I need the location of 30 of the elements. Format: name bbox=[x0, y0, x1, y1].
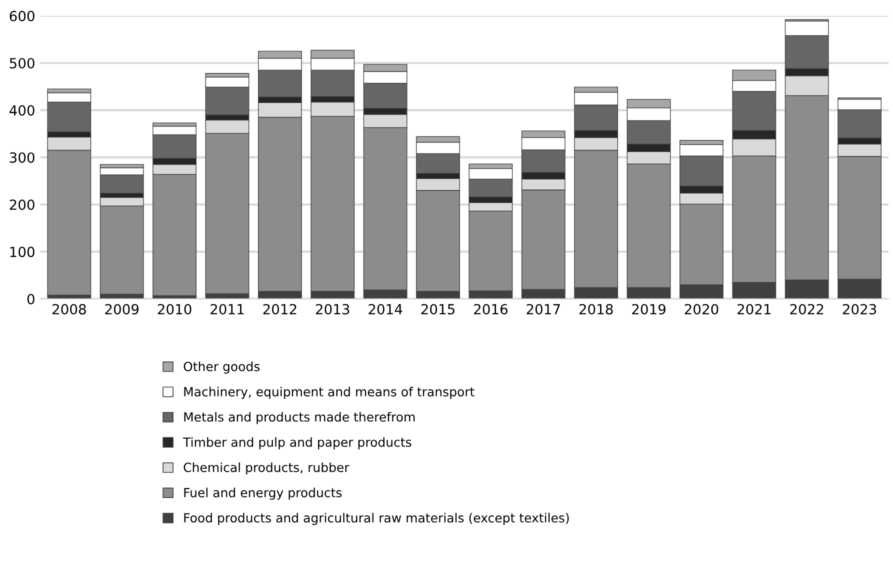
x-tick-label: 2013 bbox=[316, 304, 350, 314]
legend-label: Metals and products made therefrom bbox=[184, 412, 415, 424]
y-tick-label: 500 bbox=[10, 58, 34, 68]
y-tick-label: 300 bbox=[10, 152, 34, 163]
x-tick-label: 2022 bbox=[790, 304, 824, 314]
x-tick-label: 2023 bbox=[842, 304, 876, 314]
x-tick-label: 2012 bbox=[263, 304, 296, 314]
legend-label: Food products and agricultural raw materials (except textiles) bbox=[184, 512, 569, 525]
x-tick-label: 2008 bbox=[52, 304, 86, 314]
x-tick-label: 2009 bbox=[105, 304, 139, 314]
y-tick-label: 0 bbox=[27, 294, 34, 304]
legend-label: Timber and pulp and paper products bbox=[183, 437, 412, 450]
legend-label: Chemical products, rubber bbox=[184, 462, 350, 475]
x-tick-label: 2019 bbox=[632, 304, 666, 314]
x-tick-label: 2021 bbox=[738, 304, 771, 314]
legend-label: Other goods bbox=[184, 362, 260, 374]
x-tick-label: 2017 bbox=[526, 304, 560, 314]
x-tick-label: 2016 bbox=[474, 304, 508, 314]
x-tick-label: 2011 bbox=[210, 304, 244, 314]
y-tick-label: 200 bbox=[10, 200, 34, 210]
x-tick-label: 2010 bbox=[158, 304, 192, 314]
legend-label: Machinery, equipment and means of transport bbox=[184, 386, 474, 399]
y-tick-label: 400 bbox=[9, 105, 34, 116]
x-tick-label: 2015 bbox=[421, 304, 454, 314]
x-tick-label: 2018 bbox=[579, 304, 613, 314]
y-tick-label: 600 bbox=[10, 10, 34, 22]
legend-label: Fuel and energy products bbox=[184, 488, 342, 500]
x-tick-label: 2020 bbox=[684, 304, 718, 314]
y-tick-label: 100 bbox=[10, 246, 34, 258]
x-tick-label: 2014 bbox=[368, 304, 402, 314]
